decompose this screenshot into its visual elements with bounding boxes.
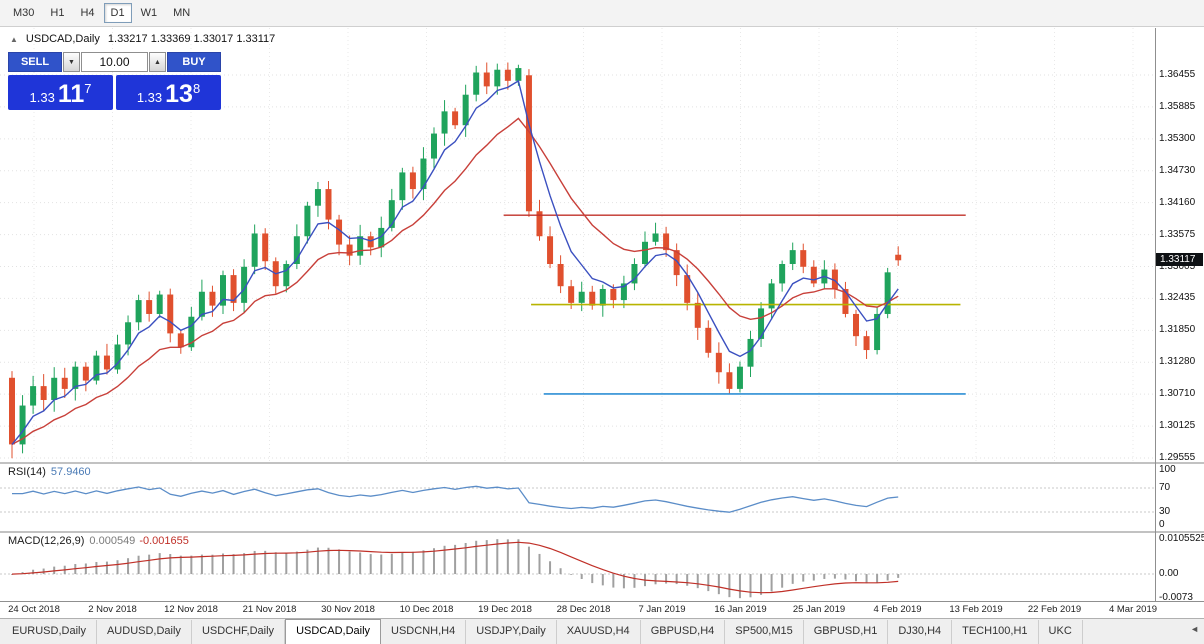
chart-tab-usdchf-daily[interactable]: USDCHF,Daily	[192, 620, 285, 644]
macd-histogram	[11, 539, 899, 598]
collapse-panel-icon[interactable]: ▲	[10, 35, 18, 44]
price-axis-label: 1.30710	[1159, 388, 1195, 399]
price-axis-label: 1.35300	[1159, 133, 1195, 144]
mt4-window: M30H1H4D1W1MN 1.36455 1.35885 1.35300 1.347…	[0, 0, 1204, 644]
volume-up-button[interactable]: ▲	[149, 52, 166, 72]
time-axis-label: 4 Feb 2019	[873, 604, 921, 615]
chart-tab-dj30-h4[interactable]: DJ30,H4	[888, 620, 952, 644]
macd-indicator-label: MACD(12,26,9) 0.000549 -0.001655	[8, 535, 189, 547]
chart-tab-tech100-h1[interactable]: TECH100,H1	[952, 620, 1038, 644]
macd-axis-label: 0.00	[1159, 568, 1178, 579]
timeframe-button-w1[interactable]: W1	[134, 3, 165, 23]
macd-name: MACD(12,26,9)	[8, 535, 84, 547]
sell-price-point: 7	[84, 81, 91, 96]
chart-tab-sp500-m15[interactable]: SP500,M15	[725, 620, 803, 644]
pane-separator[interactable]	[0, 462, 1204, 464]
buy-price-display[interactable]: 1.33138	[116, 75, 221, 110]
rsi-value: 57.9460	[51, 466, 91, 478]
buy-price-big-figure: 1.33	[137, 90, 162, 105]
time-axis-border	[0, 601, 1204, 602]
time-axis-label: 21 Nov 2018	[243, 604, 297, 615]
macd-axis-label: -0.0073	[1159, 592, 1193, 603]
time-axis-label: 25 Jan 2019	[793, 604, 845, 615]
price-axis-label: 1.31850	[1159, 324, 1195, 335]
chart-tab-gbpusd-h1[interactable]: GBPUSD,H1	[804, 620, 889, 644]
sell-price-pips: 11	[58, 82, 84, 107]
rsi-axis-label: 70	[1159, 482, 1170, 493]
chart-tab-ukc[interactable]: UKC	[1039, 620, 1083, 644]
chart-tab-usdcnh-h4[interactable]: USDCNH,H4	[381, 620, 466, 644]
chart-tab-bar: EURUSD,DailyAUDUSD,DailyUSDCHF,DailyUSDC…	[0, 618, 1204, 644]
macd-axis-label: 0.0105525	[1159, 533, 1204, 544]
rsi-indicator-canvas[interactable]	[0, 464, 1155, 531]
price-axis-label: 1.34160	[1159, 197, 1195, 208]
price-axis-label: 1.35885	[1159, 101, 1195, 112]
price-axis-label: 1.30125	[1159, 420, 1195, 431]
ma-fast-line	[12, 81, 898, 445]
price-axis-label: 1.32435	[1159, 292, 1195, 303]
volume-dropdown-button[interactable]: ▼	[63, 52, 80, 72]
rsi-name: RSI(14)	[8, 466, 46, 478]
time-axis-label: 19 Dec 2018	[478, 604, 532, 615]
timeframe-button-h4[interactable]: H4	[73, 3, 101, 23]
buy-button[interactable]: BUY	[167, 52, 221, 72]
rsi-axis-label: 100	[1159, 464, 1176, 475]
timeframe-button-h1[interactable]: H1	[43, 3, 71, 23]
rsi-indicator-label: RSI(14) 57.9460	[8, 466, 91, 478]
sell-price-big-figure: 1.33	[30, 90, 55, 105]
time-axis-label: 30 Nov 2018	[321, 604, 375, 615]
chart-tab-gbpusd-h4[interactable]: GBPUSD,H4	[641, 620, 726, 644]
time-axis-label: 12 Nov 2018	[164, 604, 218, 615]
macd-main-value: 0.000549	[89, 535, 135, 547]
rsi-axis-label: 0	[1159, 519, 1165, 530]
time-axis-label: 13 Feb 2019	[949, 604, 1002, 615]
symbol-info-line: ▲ USDCAD,Daily 1.33217 1.33369 1.33017 1…	[10, 33, 275, 45]
time-axis-label: 16 Jan 2019	[714, 604, 766, 615]
ma-slow-line	[12, 118, 898, 444]
pane-separator[interactable]	[0, 531, 1204, 533]
time-axis-label: 22 Feb 2019	[1028, 604, 1081, 615]
price-axis-label: 1.31280	[1159, 356, 1195, 367]
price-axis-label: 1.29555	[1159, 452, 1195, 463]
ohlc-values: 1.33217 1.33369 1.33017 1.33117	[108, 33, 275, 45]
time-axis-label: 2 Nov 2018	[88, 604, 137, 615]
volume-input[interactable]	[81, 52, 148, 72]
time-axis-label: 4 Mar 2019	[1109, 604, 1157, 615]
timeframe-toolbar: M30H1H4D1W1MN	[0, 0, 1204, 27]
chart-tab-usdcad-daily[interactable]: USDCAD,Daily	[285, 619, 381, 644]
rsi-line	[12, 486, 898, 512]
chart-tab-eurusd-daily[interactable]: EURUSD,Daily	[2, 620, 97, 644]
timeframe-button-mn[interactable]: MN	[166, 3, 197, 23]
rsi-axis-label: 30	[1159, 506, 1170, 517]
timeframe-button-m30[interactable]: M30	[6, 3, 41, 23]
time-axis-label: 24 Oct 2018	[8, 604, 60, 615]
candles	[9, 63, 901, 459]
sell-price-display[interactable]: 1.33117	[8, 75, 113, 110]
price-axis-label: 1.33575	[1159, 229, 1195, 240]
price-axis-label: 1.34730	[1159, 165, 1195, 176]
time-axis-label: 28 Dec 2018	[557, 604, 611, 615]
chart-tab-usdjpy-daily[interactable]: USDJPY,Daily	[466, 620, 557, 644]
buy-price-point: 8	[193, 81, 200, 96]
time-axis-label: 10 Dec 2018	[400, 604, 454, 615]
timeframe-button-d1[interactable]: D1	[104, 3, 132, 23]
sell-button[interactable]: SELL	[8, 52, 62, 72]
price-axis-label: 1.36455	[1159, 69, 1195, 80]
symbol-name: USDCAD,Daily	[26, 33, 100, 45]
current-price-badge: 1.33117	[1156, 253, 1203, 266]
price-axis-border	[1155, 28, 1156, 602]
chart-tab-audusd-daily[interactable]: AUDUSD,Daily	[97, 620, 192, 644]
tab-scroll-left-icon[interactable]: ◄	[1190, 624, 1199, 634]
buy-price-pips: 13	[165, 82, 193, 107]
macd-signal-value: -0.001655	[139, 535, 189, 547]
time-axis-label: 7 Jan 2019	[638, 604, 685, 615]
chart-tab-xauusd-h4[interactable]: XAUUSD,H4	[557, 620, 641, 644]
